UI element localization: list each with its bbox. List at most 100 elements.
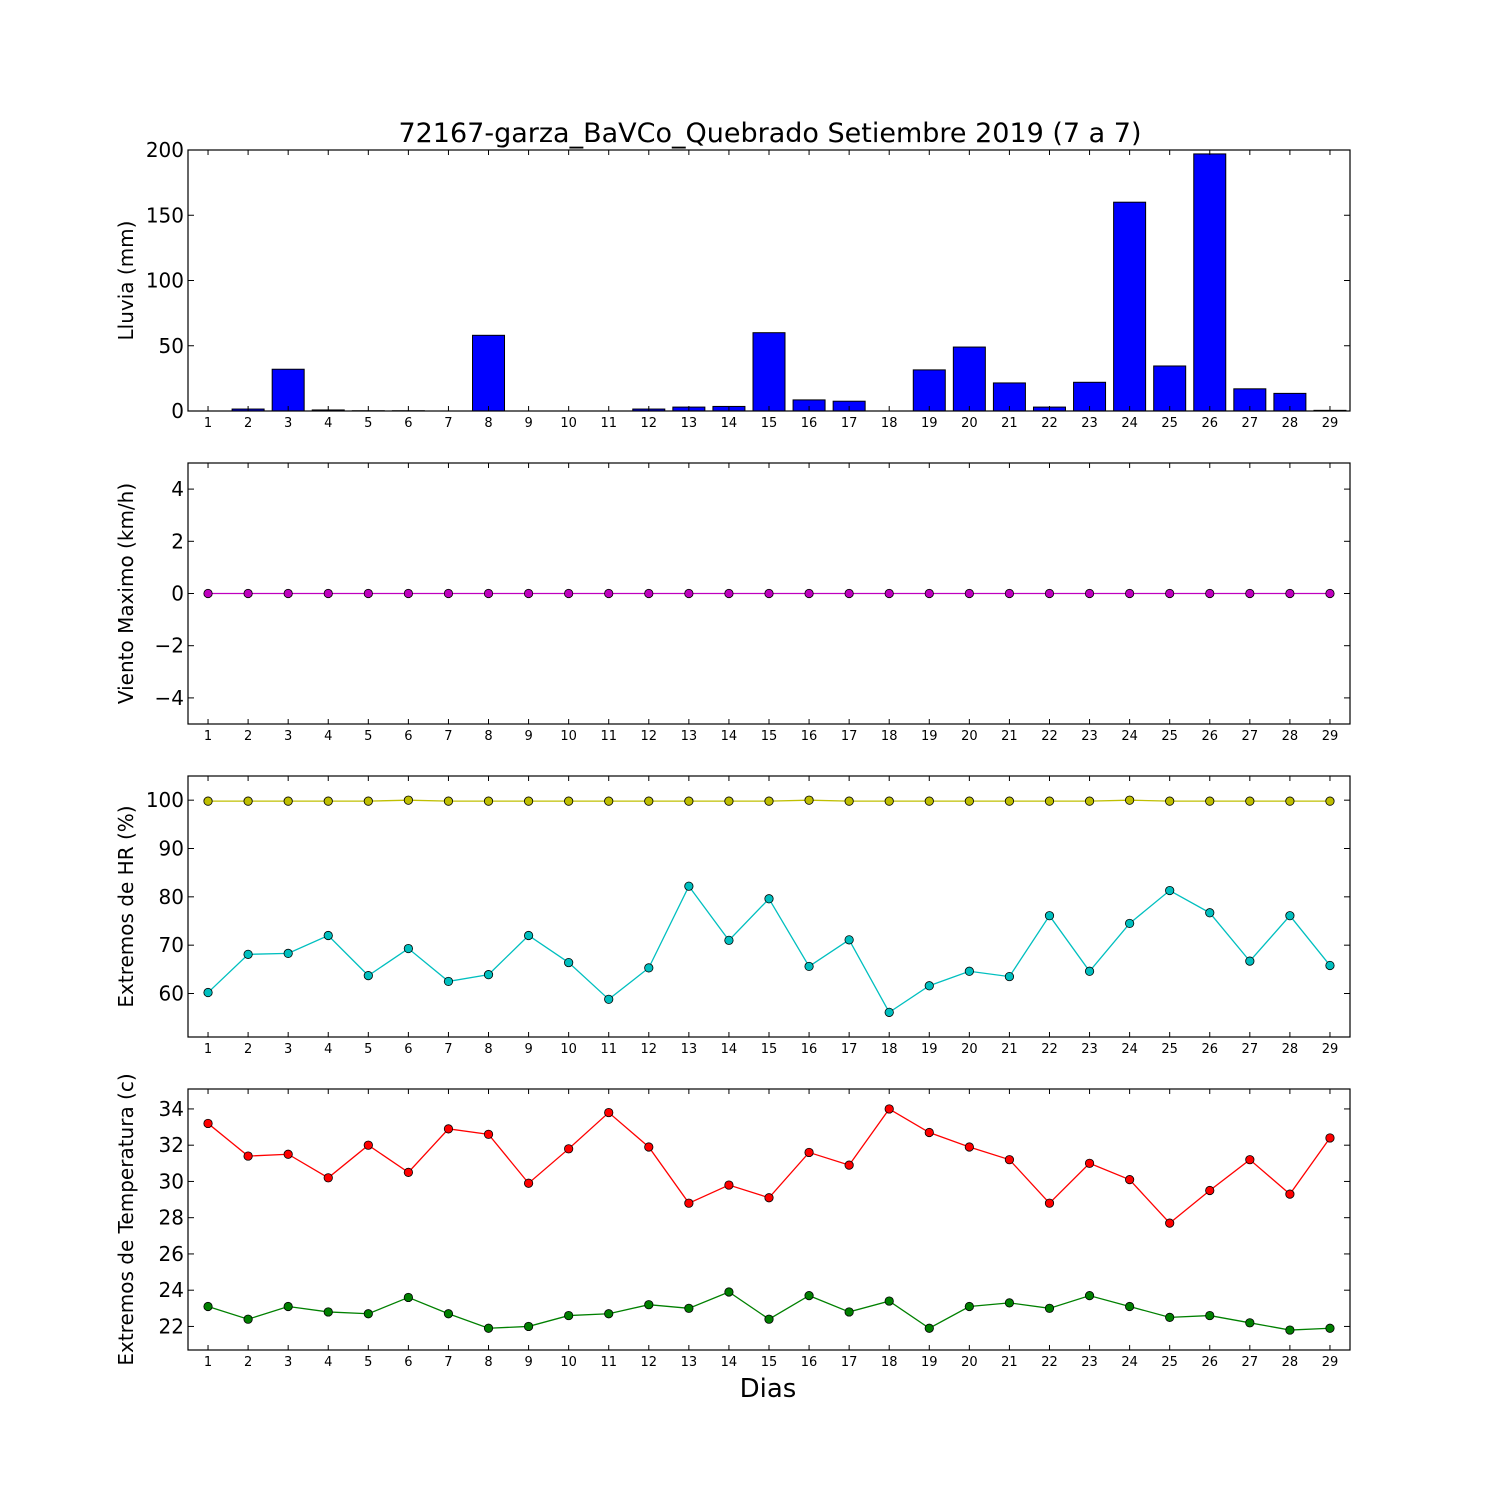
point-series-2-day-27: [1245, 1318, 1255, 1328]
point-series-1-day-5: [363, 1140, 373, 1150]
point-series-1-day-21: [1004, 588, 1015, 599]
panel-temperatura: 1 2 3 4 5 6 7 8 9 10 11 12 13 14 15 16 17 18 19 20 21 22 23 24 2…: [114, 1073, 1351, 1370]
point-series-2-day-1: [203, 1301, 213, 1312]
x-tick-label: 5: [364, 1355, 372, 1370]
panel-lluvia: 1 2 3 4 5 6 7 8 9 10 11 12 13 14 15 16 17 18 19 20 21 22 23 24 2…: [114, 138, 1351, 431]
point-series-2-day-18: [884, 1007, 894, 1017]
x-tick-label: 18: [881, 416, 898, 431]
x-tick-label: 4: [324, 729, 332, 744]
point-series-2-day-28: [1285, 911, 1295, 921]
point-series-2-day-24: [1125, 1301, 1135, 1312]
x-tick-label: 15: [761, 729, 778, 744]
point-series-2-day-3: [283, 1301, 293, 1312]
x-tick-label: 20: [961, 1042, 978, 1057]
point-series-2-day-29: [1325, 960, 1335, 971]
panel-viento: 1 2 3 4 5 6 7 8 9 10 11 12 13 14 15 16 17 18 19 20 21 22 23 24 2…: [114, 462, 1351, 744]
x-tick-label: 11: [600, 416, 617, 431]
x-tick-label: 14: [721, 729, 738, 744]
point-series-2-day-7: [443, 976, 454, 987]
x-tick-label: 15: [761, 1355, 778, 1370]
point-series-1-day-4: [323, 1173, 333, 1183]
point-series-2-day-26: [1205, 908, 1215, 918]
x-tick-label: 17: [841, 1042, 858, 1057]
bar-day-15: [752, 332, 786, 412]
point-series-1-day-3: [283, 588, 293, 599]
point-series-1-day-14: [724, 588, 734, 599]
point-series-1-day-4: [323, 588, 333, 599]
point-series-2-day-18: [884, 1296, 894, 1306]
point-series-1-day-20: [964, 796, 974, 806]
y-tick-label: 2: [171, 529, 184, 553]
point-series-1-day-16: [804, 588, 814, 599]
point-series-2-day-16: [804, 1291, 814, 1301]
x-tick-label: 22: [1041, 729, 1058, 744]
x-tick-label: 26: [1201, 416, 1218, 431]
x-tick-label: 29: [1322, 729, 1339, 744]
point-series-1-day-10: [564, 796, 574, 806]
x-tick-label: 19: [921, 1355, 938, 1370]
point-series-1-day-11: [604, 588, 614, 599]
y-tick-label: −4: [155, 686, 184, 710]
y-tick-label: 32: [159, 1133, 184, 1157]
point-series-2-day-29: [1325, 1323, 1335, 1333]
point-series-1-day-5: [363, 796, 373, 806]
point-series-2-day-4: [323, 930, 333, 941]
x-tick-label: 9: [524, 729, 532, 744]
x-tick-label: 1: [204, 1042, 212, 1057]
point-series-2-day-27: [1245, 956, 1255, 966]
point-series-2-day-5: [363, 971, 373, 981]
x-tick-label: 10: [560, 729, 577, 744]
x-tick-label: 14: [721, 1042, 738, 1057]
point-series-2-day-2: [243, 949, 253, 959]
x-tick-label: 27: [1242, 1042, 1259, 1057]
x-tick-label: 25: [1161, 729, 1178, 744]
point-series-1-day-20: [964, 588, 974, 599]
y-tick-label: 34: [159, 1097, 184, 1121]
point-series-1-day-22: [1044, 588, 1055, 599]
point-series-2-day-28: [1285, 1325, 1295, 1335]
x-tick-label: 5: [364, 1042, 372, 1057]
point-series-2-day-17: [844, 1307, 854, 1317]
point-series-1-day-18: [884, 1104, 894, 1114]
point-series-2-day-11: [604, 994, 614, 1004]
point-series-1-day-26: [1205, 796, 1215, 806]
x-tick-label: 3: [284, 1042, 292, 1057]
y-tick-label: 24: [159, 1278, 184, 1302]
point-series-2-day-10: [564, 957, 574, 968]
point-series-1-day-14: [724, 1180, 734, 1190]
x-tick-label: 18: [881, 1355, 898, 1370]
point-series-1-day-12: [644, 588, 654, 599]
bar-day-26: [1193, 153, 1227, 412]
point-series-1-day-2: [243, 588, 253, 599]
x-tick-label: 4: [324, 1042, 332, 1057]
x-tick-label: 12: [641, 1042, 658, 1057]
y-tick-label: 28: [159, 1206, 184, 1230]
point-series-1-day-28: [1285, 1189, 1295, 1199]
x-tick-label: 2: [244, 416, 252, 431]
x-tick-label: 25: [1161, 1042, 1178, 1057]
x-tick-label: 12: [641, 729, 658, 744]
x-tick-label: 10: [560, 1355, 577, 1370]
point-series-1-day-8: [483, 588, 494, 599]
point-series-2-day-7: [443, 1309, 454, 1319]
x-tick-label: 21: [1001, 729, 1018, 744]
point-series-2-day-22: [1044, 911, 1055, 921]
point-series-1-day-11: [604, 796, 614, 806]
point-series-2-day-15: [764, 894, 774, 904]
point-series-2-day-5: [363, 1309, 373, 1319]
point-series-1-day-13: [684, 796, 694, 806]
x-tick-label: 7: [444, 416, 452, 431]
x-tick-label: 21: [1001, 1042, 1018, 1057]
point-series-2-day-22: [1044, 1303, 1055, 1313]
x-tick-label: 29: [1322, 1042, 1339, 1057]
point-series-2-day-12: [644, 963, 654, 973]
x-tick-label: 2: [244, 1355, 252, 1370]
y-axis-label: Viento Maximo (km/h): [114, 483, 138, 704]
point-series-1-day-3: [283, 1149, 293, 1159]
x-tick-label: 22: [1041, 416, 1058, 431]
point-series-1-day-29: [1325, 588, 1335, 599]
point-series-1-day-7: [443, 588, 454, 599]
point-series-2-day-9: [523, 930, 534, 941]
x-tick-label: 17: [841, 729, 858, 744]
